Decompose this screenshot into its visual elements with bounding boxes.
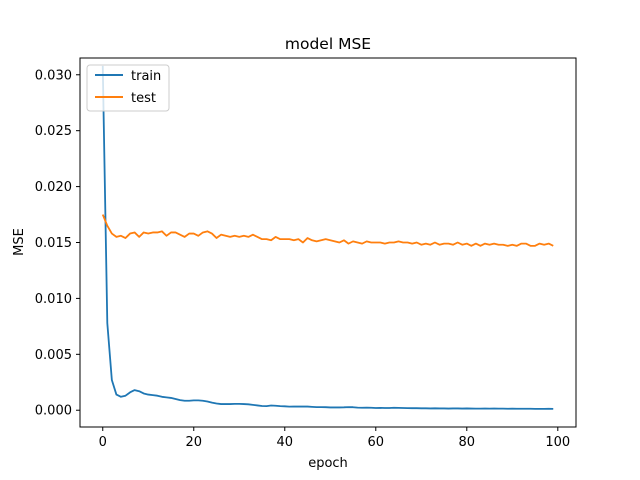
series-line-train bbox=[101, 65, 554, 410]
x-tick-label: 20 bbox=[185, 435, 202, 450]
x-axis-ticks: 0 20 40 60 80 100 bbox=[99, 427, 570, 450]
x-tick-label: 0 bbox=[99, 435, 107, 450]
x-axis-label: epoch bbox=[308, 456, 348, 471]
y-tick-label: 0.005 bbox=[35, 348, 72, 363]
y-tick-label: 0.015 bbox=[35, 236, 72, 251]
y-tick-label: 0.030 bbox=[35, 68, 72, 83]
y-tick-label: 0.025 bbox=[35, 124, 72, 139]
y-axis-ticks: 0.000 0.005 0.010 0.015 0.020 0.025 0.030 bbox=[35, 68, 80, 419]
legend-train-label: train bbox=[131, 69, 161, 84]
y-tick-label: 0.000 bbox=[35, 404, 72, 419]
legend-test-label: test bbox=[131, 91, 156, 106]
legend: train test bbox=[86, 64, 170, 112]
y-axis-label: MSE bbox=[12, 228, 27, 256]
x-tick-label: 100 bbox=[545, 435, 570, 450]
legend-box bbox=[86, 64, 170, 112]
x-tick-label: 60 bbox=[368, 435, 385, 450]
series-line-test bbox=[101, 214, 554, 247]
x-tick-label: 80 bbox=[459, 435, 476, 450]
y-tick-label: 0.020 bbox=[35, 180, 72, 195]
y-tick-label: 0.010 bbox=[35, 292, 72, 307]
chart-title: model MSE bbox=[285, 35, 371, 53]
series-group bbox=[101, 65, 554, 410]
x-tick-label: 40 bbox=[276, 435, 293, 450]
